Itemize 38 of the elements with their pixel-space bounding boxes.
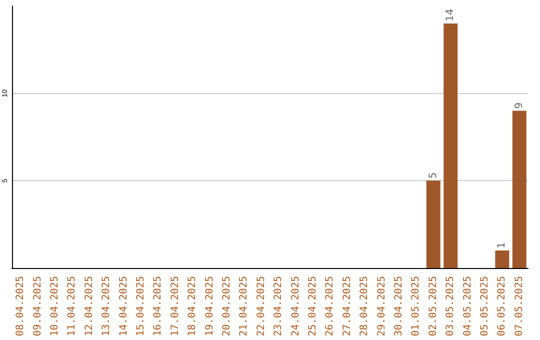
- data-label: 5: [428, 172, 439, 179]
- bar: [426, 180, 440, 268]
- x-tick-label: 19.04.2025: [204, 276, 216, 336]
- x-tick-label: 20.04.2025: [222, 276, 232, 336]
- x-tick-label: 25.04.2025: [308, 276, 318, 336]
- x-tick-label: 11.04.2025: [66, 276, 78, 336]
- data-label: 9: [514, 102, 525, 109]
- bar: [512, 110, 526, 268]
- x-tick-label: 26.04.2025: [324, 276, 336, 336]
- x-tick-label: 27.04.2025: [342, 276, 353, 336]
- x-tick-label: 08.04.2025: [15, 276, 26, 336]
- x-tick-label: 23.04.2025: [273, 276, 284, 336]
- x-tick-label: 17.04.2025: [170, 276, 181, 336]
- x-tick-label: 30.04.2025: [394, 276, 404, 336]
- x-tick-label: 01.05.2025: [410, 276, 422, 336]
- data-label: 1: [496, 242, 508, 249]
- x-tick-label: 05.05.2025: [480, 276, 490, 336]
- x-tick-label: 18.04.2025: [187, 276, 198, 336]
- x-tick-label: 14.04.2025: [118, 276, 130, 336]
- x-tick-label: 28.04.2025: [359, 276, 370, 336]
- x-tick-label: 04.05.2025: [462, 276, 474, 336]
- x-tick-label: 15.04.2025: [136, 276, 146, 336]
- x-tick-label: 16.04.2025: [152, 276, 164, 336]
- bar: [444, 23, 458, 268]
- x-tick-label: 12.04.2025: [84, 276, 95, 336]
- bar: [495, 250, 510, 268]
- x-tick-label: 07.05.2025: [514, 276, 525, 336]
- x-tick-label: 03.05.2025: [445, 276, 456, 336]
- x-tick-label: 21.04.2025: [238, 276, 250, 336]
- x-tick-label: 24.04.2025: [290, 276, 302, 336]
- data-label: 14: [445, 8, 456, 22]
- x-tick-label: 10.04.2025: [50, 276, 60, 336]
- x-tick-label: 09.04.2025: [32, 276, 44, 336]
- x-tick-label: 29.04.2025: [376, 276, 388, 336]
- x-tick-label: 02.05.2025: [428, 276, 439, 336]
- x-tick-label: 13.04.2025: [101, 276, 112, 336]
- x-tick-label: 22.04.2025: [256, 276, 267, 336]
- x-tick-label: 06.05.2025: [496, 276, 508, 336]
